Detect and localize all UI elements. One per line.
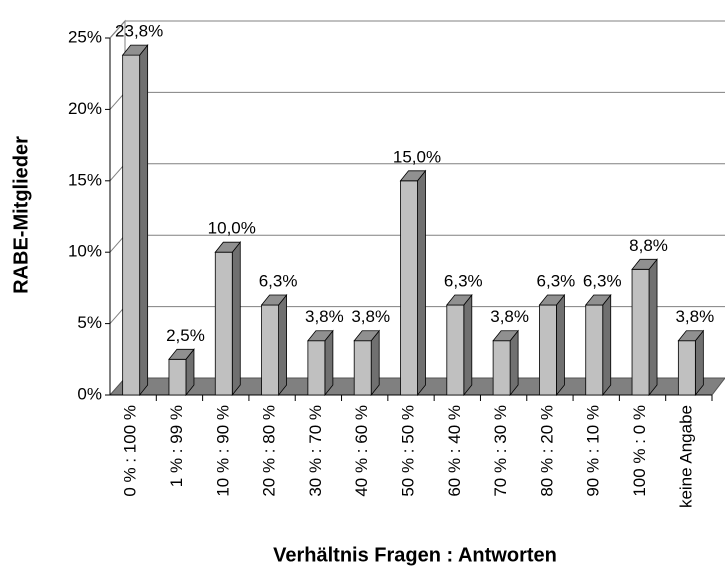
- x-tick-label: 20 % : 80 %: [260, 405, 279, 497]
- bar-side: [417, 169, 426, 397]
- bar: [261, 304, 279, 396]
- bar-side: [324, 329, 334, 397]
- bar-top: [399, 170, 427, 182]
- bar-side: [648, 258, 658, 397]
- y-tick-label: 0%: [77, 384, 102, 403]
- bar-top: [353, 330, 381, 342]
- x-tick-label: 100 % : 0 %: [630, 405, 649, 497]
- bar-side: [463, 293, 473, 397]
- bar: [631, 268, 650, 396]
- x-tick-label: keine Angabe: [676, 405, 695, 508]
- x-tick-label: 40 % : 60 %: [352, 405, 371, 497]
- value-label: 3,8%: [490, 307, 529, 326]
- x-tick-label: 80 % : 20 %: [537, 405, 556, 497]
- x-tick-label: 50 % : 50 %: [398, 405, 417, 497]
- value-label: 15,0%: [393, 147, 441, 166]
- value-label: 3,8%: [351, 307, 390, 326]
- bar-side: [556, 293, 565, 397]
- bar-side: [509, 329, 519, 397]
- bar-side: [139, 43, 149, 397]
- bar-top: [168, 348, 195, 360]
- bar: [400, 180, 418, 396]
- bar: [539, 304, 557, 396]
- y-tick-label: 5%: [77, 313, 102, 332]
- value-label: 2,5%: [166, 326, 205, 345]
- bar-top: [121, 44, 149, 56]
- x-tick-label: 0 % : 100 %: [121, 405, 140, 497]
- bar-top: [260, 294, 288, 306]
- value-label: 6,3%: [259, 272, 298, 291]
- value-label: 6,3%: [444, 272, 483, 291]
- x-axis-title: Verhältnis Fragen : Antworten: [273, 544, 557, 566]
- bar-top: [445, 294, 473, 306]
- x-tick-label: 1 % : 99 %: [167, 405, 186, 487]
- x-tick-label: 90 % : 10 %: [584, 405, 603, 497]
- y-tick-label: 25%: [68, 27, 102, 46]
- bar-top: [214, 241, 242, 253]
- y-axis-title: RABE-Mitglieder: [10, 136, 32, 294]
- value-label: 10,0%: [208, 219, 256, 238]
- bar: [677, 340, 696, 396]
- grid-diag: [109, 20, 126, 39]
- bar: [585, 304, 604, 396]
- bar-side: [694, 329, 704, 397]
- value-label: 6,3%: [583, 272, 622, 291]
- x-tick-label: 10 % : 90 %: [213, 405, 232, 497]
- y-tick-label: 10%: [68, 242, 102, 261]
- x-tick-label: 70 % : 30 %: [491, 405, 510, 497]
- value-label: 3,8%: [675, 307, 714, 326]
- x-tick-label: 60 % : 40 %: [445, 405, 464, 497]
- bar-top: [677, 330, 705, 342]
- bar-side: [278, 293, 287, 397]
- value-label: 3,8%: [305, 307, 344, 326]
- bar: [307, 340, 326, 396]
- y-tick-label: 15%: [68, 170, 102, 189]
- bar: [214, 251, 233, 396]
- x-tick-label: 30 % : 70 %: [306, 405, 325, 497]
- y-tick-label: 20%: [68, 99, 102, 118]
- bar-side: [602, 293, 612, 397]
- bar: [122, 54, 141, 396]
- bar: [168, 358, 187, 396]
- value-label: 6,3%: [537, 272, 576, 291]
- bar: [446, 304, 465, 396]
- bar-top: [307, 330, 334, 342]
- bar-top: [631, 258, 658, 270]
- value-label: 8,8%: [629, 236, 668, 255]
- bar-side: [370, 329, 380, 397]
- bar-top: [492, 330, 519, 342]
- bar: [492, 340, 511, 396]
- bar-top: [538, 294, 566, 306]
- bar-top: [584, 294, 612, 306]
- bar: [353, 340, 372, 396]
- bar-side: [231, 241, 241, 397]
- value-label: 23,8%: [115, 22, 163, 41]
